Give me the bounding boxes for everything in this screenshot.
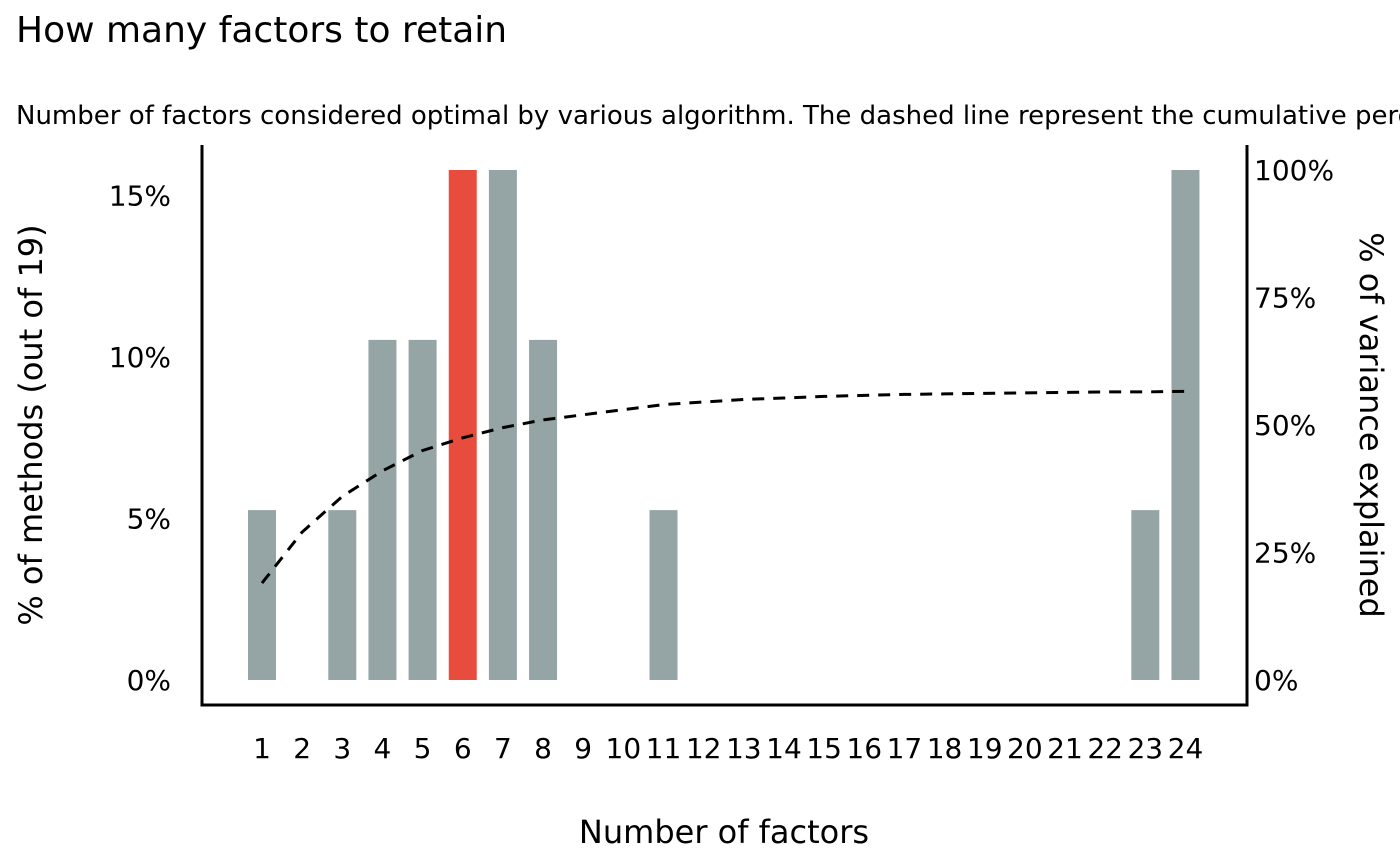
x-axis-ticks: 1 2 3 4 5 6 7 8 9 10 11 12 13 14 15 16 17 18 19 20 21 22 23 24 [253, 732, 1203, 765]
y2-tick-label: 25% [1254, 537, 1316, 570]
x-tick-label: 6 [454, 732, 472, 765]
bar-factor-8 [529, 339, 558, 680]
y-axis-ticks: 0% 5% 10% 15% [109, 180, 171, 697]
x-tick-label: 9 [574, 732, 592, 765]
x-tick-label: 19 [967, 732, 1003, 765]
variance-explained-line [260, 389, 1186, 585]
x-tick-label: 2 [293, 732, 311, 765]
y-tick-label: 0% [127, 664, 171, 697]
y2-axis-title: % of variance explained [1352, 232, 1390, 618]
x-tick-label: 16 [846, 732, 882, 765]
x-tick-label: 4 [374, 732, 392, 765]
bar-factor-11 [649, 510, 678, 680]
x-tick-label: 18 [927, 732, 963, 765]
bar-factor-6 [448, 170, 477, 680]
x-tick-label: 10 [606, 732, 642, 765]
x-tick-label: 20 [1007, 732, 1043, 765]
plot-frame [200, 145, 1249, 707]
bar-factor-3 [328, 510, 357, 680]
bar-factor-23 [1131, 510, 1160, 680]
y-axis-title: % of methods (out of 19) [12, 224, 50, 625]
x-tick-label: 11 [646, 732, 682, 765]
y2-axis-ticks: 0% 25% 50% 75% 100% [1254, 154, 1334, 697]
y-tick-label: 15% [109, 180, 171, 213]
x-tick-label: 5 [414, 732, 432, 765]
bars-group [248, 170, 1200, 680]
x-tick-label: 8 [534, 732, 552, 765]
x-tick-label: 13 [726, 732, 762, 765]
bar-factor-4 [368, 339, 397, 680]
x-tick-label: 22 [1087, 732, 1123, 765]
x-tick-label: 21 [1047, 732, 1083, 765]
x-axis-title: Number of factors [579, 813, 869, 851]
chart-subtitle: Number of factors considered optimal by … [16, 101, 1400, 131]
x-tick-label: 3 [333, 732, 351, 765]
x-tick-label: 12 [686, 732, 722, 765]
y2-tick-label: 50% [1254, 409, 1316, 442]
y-tick-label: 5% [127, 503, 171, 536]
x-tick-label: 23 [1127, 732, 1163, 765]
x-tick-label: 1 [253, 732, 271, 765]
y-tick-label: 10% [109, 341, 171, 374]
bar-factor-24 [1171, 170, 1200, 680]
y2-tick-label: 100% [1254, 154, 1334, 187]
x-tick-label: 7 [494, 732, 512, 765]
bar-factor-5 [408, 339, 437, 680]
chart-title: How many factors to retain [16, 10, 507, 51]
y2-tick-label: 0% [1254, 664, 1298, 697]
x-tick-label: 24 [1168, 732, 1204, 765]
bar-factor-1 [248, 510, 276, 680]
x-tick-label: 14 [766, 732, 802, 765]
x-tick-label: 15 [806, 732, 842, 765]
y2-tick-label: 75% [1254, 282, 1316, 315]
x-tick-label: 17 [887, 732, 923, 765]
